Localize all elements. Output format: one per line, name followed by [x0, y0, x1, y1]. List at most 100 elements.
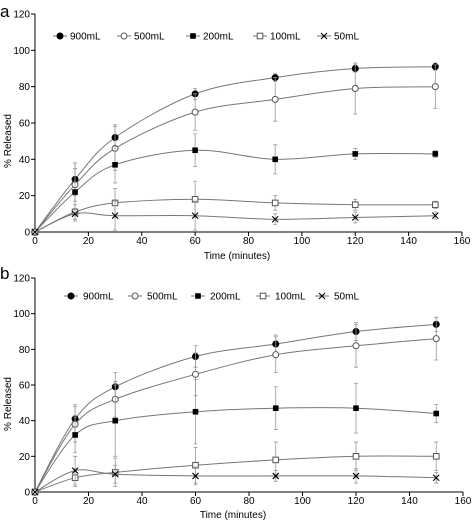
panel-b-legend-marker — [67, 292, 75, 300]
panel-a-legend-label: 50mL — [334, 32, 359, 43]
panel-a-x-tick-label: 60 — [190, 236, 202, 247]
panel-a-legend-marker — [256, 32, 264, 40]
panel-b-x-tick-label: 120 — [348, 496, 365, 507]
panel-a-series-900mL — [31, 62, 439, 236]
panel-a-data-point — [72, 189, 78, 195]
panel-a-data-point — [351, 201, 359, 209]
panel-a-series-line — [34, 149, 436, 233]
panel-a-data-point — [352, 151, 359, 157]
panel-a-x-tick-label: 100 — [294, 236, 311, 247]
panel-a-data-point — [271, 215, 279, 223]
panel-a-x-tick-label: 120 — [347, 236, 364, 247]
panel-a-series-line — [34, 66, 436, 233]
panel-a-y-tick-label: 80 — [19, 82, 31, 93]
panel-b-data-point — [272, 456, 280, 464]
panel-b-legend-label: 100mL — [275, 292, 306, 303]
panel-b-x-tick-label: 80 — [243, 496, 255, 507]
panel-b-data-point — [432, 335, 440, 343]
panel-b-data-point — [352, 472, 360, 480]
panel-b-series-line — [34, 338, 437, 493]
panel-a-x-tick-label: 80 — [243, 236, 255, 247]
panel-a-data-point — [271, 199, 279, 207]
panel-b-y-tick-label: 80 — [19, 345, 31, 356]
panel-a-data-point — [431, 83, 439, 91]
panel-b-data-point — [72, 432, 78, 438]
panel-b-letter: b — [0, 264, 9, 283]
panel-b-x-tick-label: 20 — [83, 496, 95, 507]
panel-b-x-tick-label: 160 — [455, 496, 472, 507]
panel-a-y-tick-label: 100 — [13, 46, 30, 57]
panel-a-x-tick-label: 0 — [32, 236, 38, 247]
panel-b-x-tick-label: 140 — [401, 496, 418, 507]
panel-b-data-point — [272, 472, 280, 480]
panel-a-x-tick-label: 160 — [454, 236, 471, 247]
panel-a-y-tick-label: 60 — [19, 119, 31, 130]
panel-a-series-500mL — [31, 62, 439, 236]
panel-b-y-tick-label: 20 — [19, 452, 31, 463]
panel-a-legend-marker — [190, 33, 196, 39]
panel-b-x-tick-label: 60 — [190, 496, 202, 507]
panel-b-y-tick-label: 100 — [13, 309, 30, 320]
panel-a-data-point — [112, 161, 118, 168]
panel-b-x-axis-label: Time (minutes) — [200, 510, 266, 521]
panel-a-series-line — [34, 198, 436, 233]
panel-a-y-tick-label: 20 — [19, 191, 31, 202]
panel-a-legend-label: 900mL — [70, 32, 101, 43]
panel-b-data-point — [352, 342, 360, 350]
panel-a-legend-label: 100mL — [270, 32, 301, 43]
panel-b-x-tick-label: 40 — [136, 496, 148, 507]
panel-b-legend-label: 500mL — [147, 292, 178, 303]
panel-a-data-point — [191, 108, 199, 116]
panel-a-x-tick-label: 140 — [400, 236, 417, 247]
panel-a-data-point — [351, 84, 359, 92]
panel-b-series-500mL — [31, 316, 440, 496]
panel-b-series-200mL — [32, 379, 440, 495]
panel-b-series-50mL — [31, 455, 440, 496]
panel-a-data-point — [431, 212, 439, 220]
panel-b-data-point — [111, 470, 119, 478]
panel-b-series-line — [34, 469, 437, 493]
panel-b-legend: 900mL 500mL 200mL 100mL 50mL — [64, 292, 359, 303]
panel-a-data-point — [271, 95, 279, 103]
panel-a-data-point — [351, 214, 359, 221]
panel-a-legend-label: 200mL — [203, 32, 234, 43]
panel-b-legend-marker — [195, 293, 201, 299]
panel-b-legend-marker — [318, 292, 326, 300]
panel-a-series-50mL — [31, 200, 439, 236]
panel-a-data-point — [432, 151, 439, 157]
panel-b-data-point — [192, 408, 199, 415]
panel-a-x-tick-label: 40 — [136, 236, 148, 247]
panel-a-data-point — [272, 156, 278, 163]
panel-b-data-point — [433, 410, 440, 417]
panel-a-data-point — [71, 210, 79, 218]
panel-a-y-tick-label: 40 — [19, 155, 31, 166]
panel-b-data-point — [352, 453, 360, 460]
panel-b-x-tick-label: 0 — [32, 496, 38, 507]
panel-a-series-100mL — [31, 180, 439, 236]
panel-a-legend-marker — [56, 32, 64, 40]
panel-b-series-line — [34, 455, 437, 493]
panel-a-data-point — [31, 228, 39, 236]
panel-a-data-point — [191, 212, 199, 220]
panel-b-legend-marker — [259, 292, 267, 300]
panel-a-y-tick-label: 0 — [24, 228, 30, 239]
panel-b-data-point — [192, 472, 199, 480]
panel-b-series-100mL — [31, 441, 440, 496]
panel-a-legend-marker — [120, 32, 128, 40]
panel-b-y-tick-label: 120 — [13, 274, 30, 285]
panel-b-legend-label: 900mL — [83, 292, 114, 303]
panel-a-x-axis-label: Time (minutes) — [204, 251, 270, 262]
panel-b-data-point — [432, 453, 440, 460]
panel-b: b Time (minutes) % Released 0 20 40 60 80 100… — [0, 264, 472, 521]
panel-b-data-point — [272, 351, 280, 359]
panel-a-series-200mL — [32, 133, 439, 235]
panel-a-legend-marker — [320, 32, 328, 40]
panel-a-letter: a — [0, 2, 10, 21]
panel-a-series-line — [34, 86, 436, 233]
panel-a: a Time (minutes) % Released 0 20 40 60 80 100… — [0, 2, 471, 262]
panel-b-x-tick-label: 100 — [294, 496, 311, 507]
panel-b-legend-marker — [131, 292, 139, 300]
panel-a-data-point — [111, 212, 119, 220]
panel-a-data-point — [192, 147, 198, 154]
